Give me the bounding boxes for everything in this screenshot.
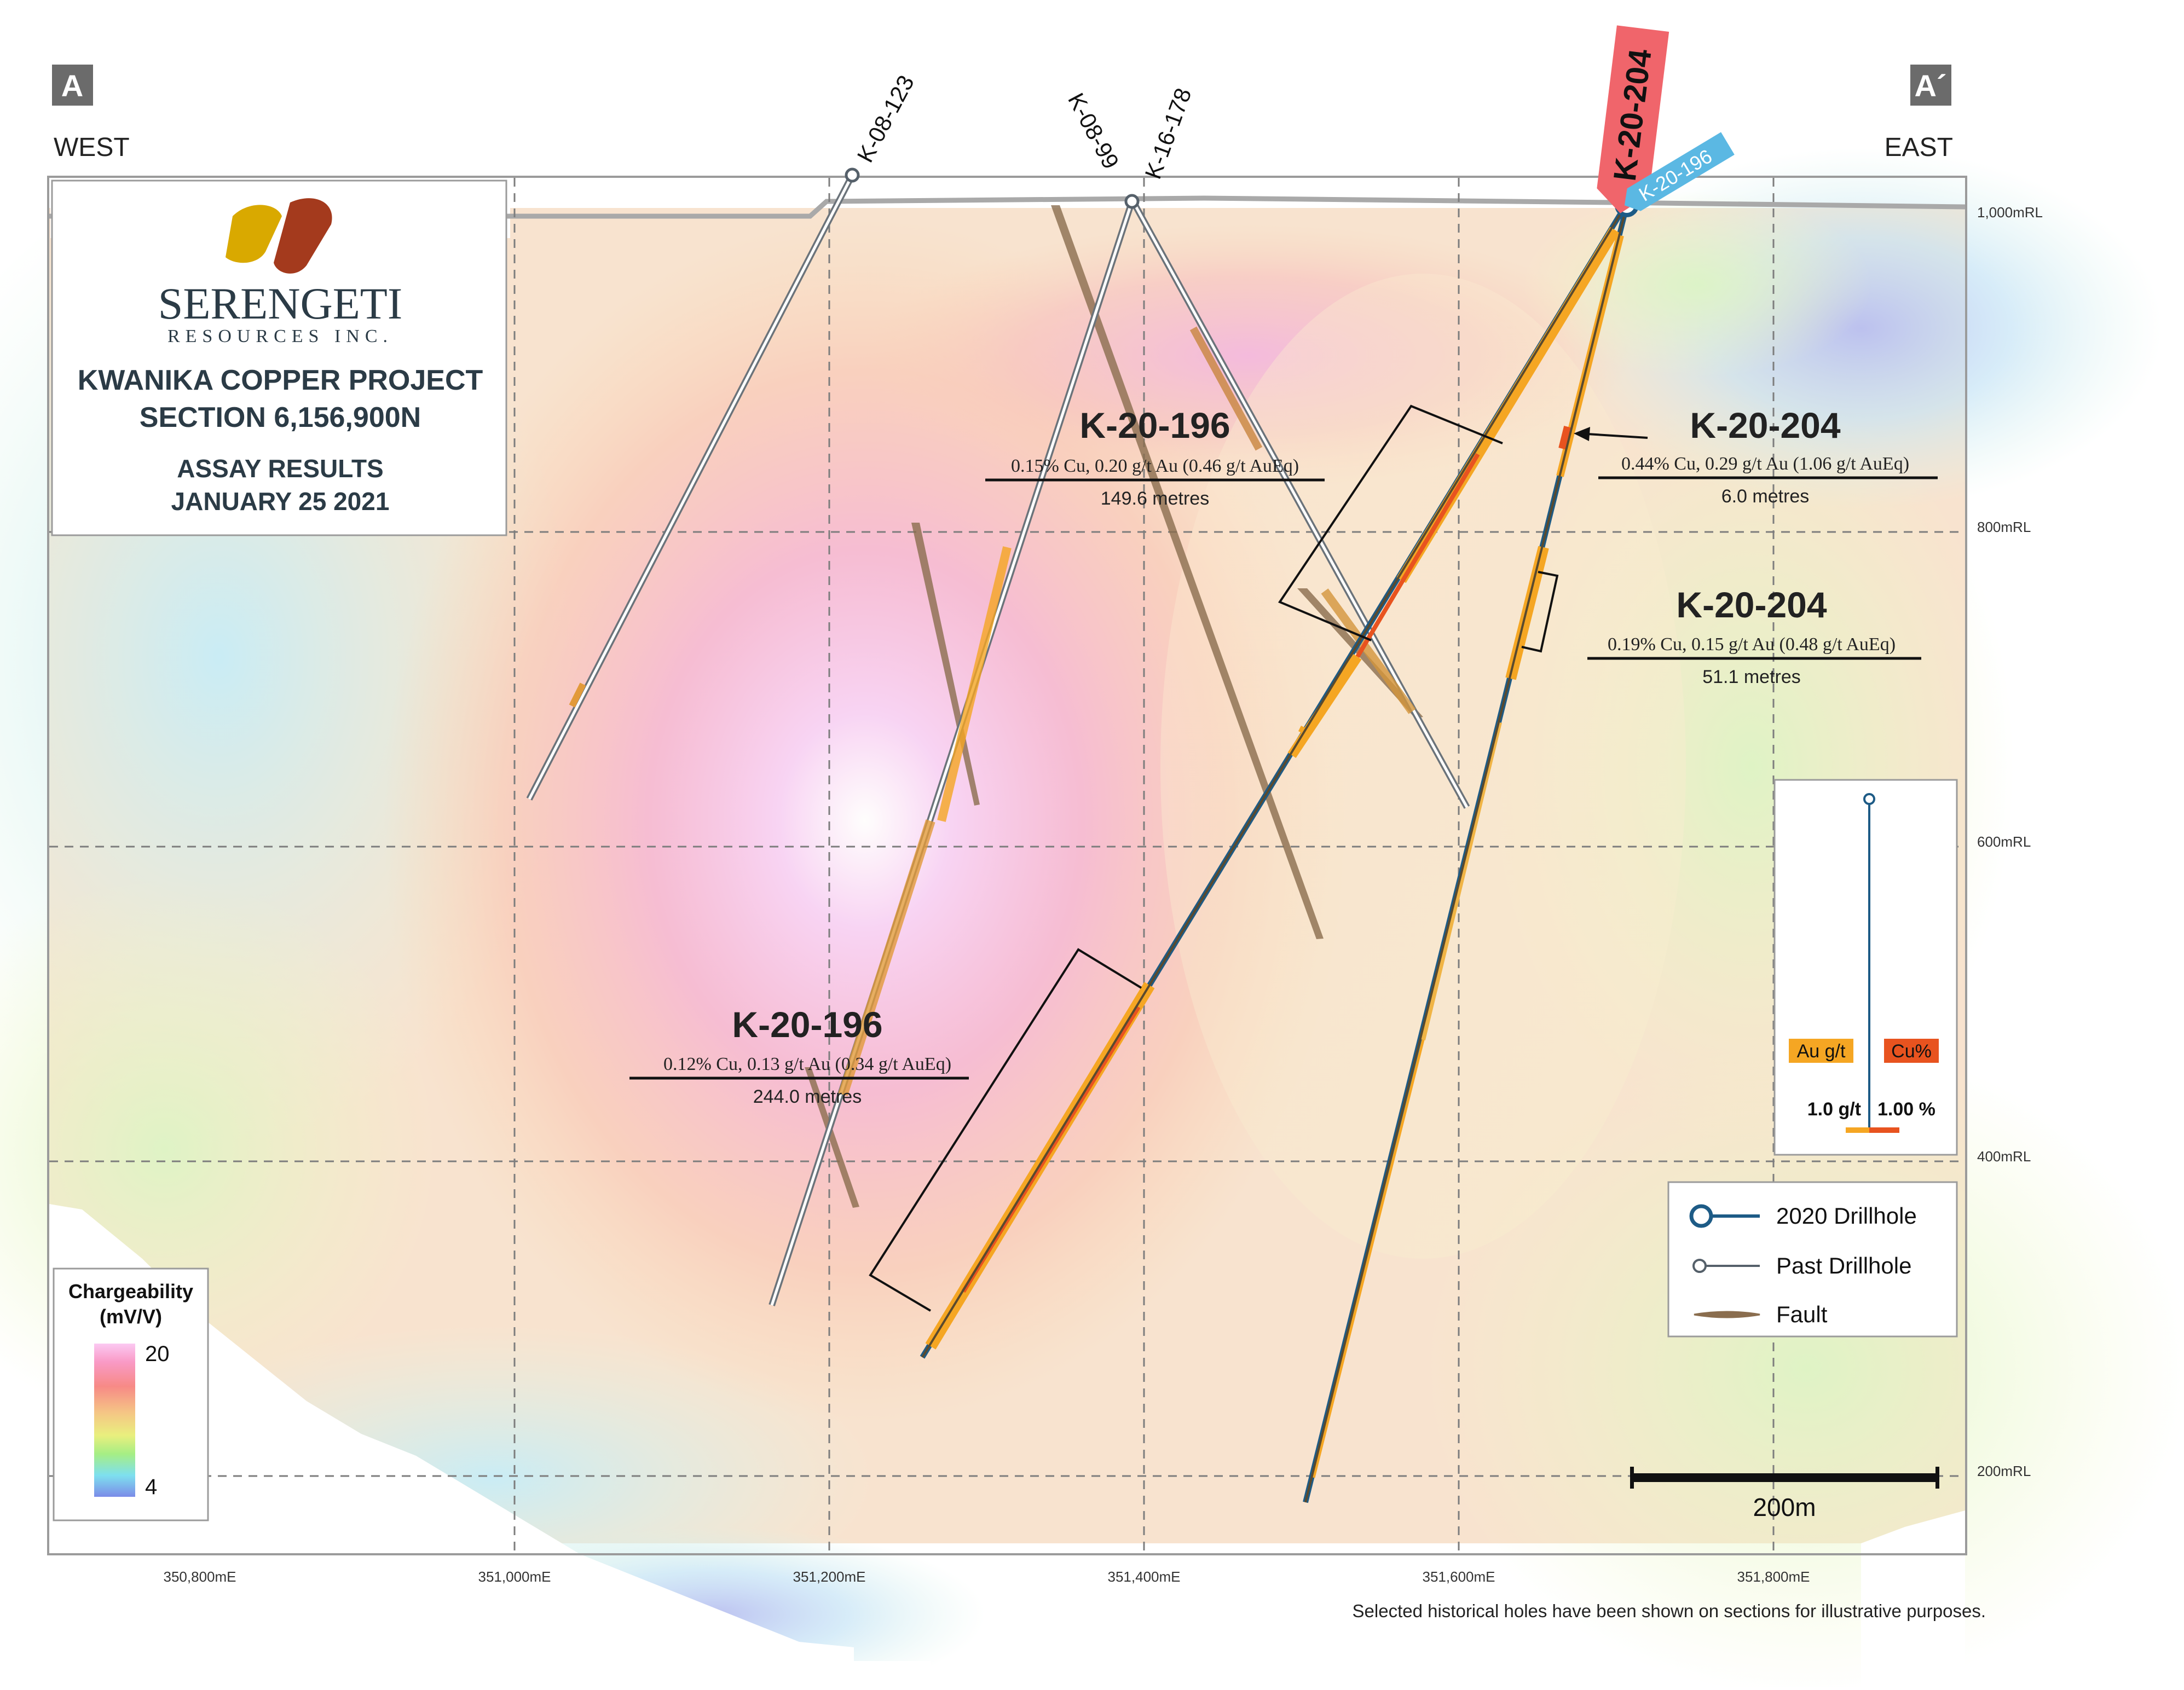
title-project: KWANIKA COPPER PROJECT	[78, 364, 483, 396]
histogram-legend: Au g/t Cu% 1.0 g/t 1.00 %	[1773, 779, 1958, 1156]
footnote: Selected historical holes have been show…	[1353, 1601, 1986, 1621]
intercept-3-hole: K-20-204	[1676, 584, 1827, 625]
title-section: SECTION 6,156,900N	[140, 402, 421, 433]
logo-name: SERENGETI	[158, 279, 402, 328]
section-marker-left: A	[52, 65, 93, 106]
intercept-2-hole: K-20-204	[1690, 405, 1840, 445]
serengeti-logo-icon	[226, 198, 332, 274]
intercept-1-hole: K-20-196	[1079, 405, 1230, 445]
topographic-surface	[49, 195, 1966, 219]
intercept-arrow	[1574, 427, 1648, 441]
intercept-4-length: 244.0 metres	[753, 1086, 862, 1107]
chargeability-title: Chargeability	[68, 1280, 193, 1303]
chargeability-colour-ramp	[94, 1344, 135, 1497]
rl-label-600: 600mRL	[1977, 834, 2031, 850]
intercept-annotation-3: K-20-204 0.19% Cu, 0.15 g/t Au (0.48 g/t…	[1587, 584, 1921, 687]
bracket-k20-196-upper	[1278, 404, 1503, 641]
collar-k08-123	[845, 167, 860, 183]
section-marker-right: A´	[1910, 65, 1951, 106]
intercept-2-grade: 0.44% Cu, 0.29 g/t Au (1.06 g/t AuEq)	[1621, 454, 1909, 474]
scale-bar: 200m	[1630, 1467, 1939, 1521]
rl-label-200: 200mRL	[1977, 1463, 2031, 1479]
intercept-4-hole: K-20-196	[732, 1004, 882, 1045]
section-marker-left-label: A	[61, 68, 83, 103]
collar-label-k08-99: K-08-99	[1063, 89, 1124, 173]
cu-swatch	[1884, 1039, 1939, 1063]
title-assay: ASSAY RESULTS	[177, 454, 383, 483]
collar-labels: K-08-123 K-08-99 K-16-178	[852, 71, 1196, 182]
intercept-2-length: 6.0 metres	[1721, 486, 1810, 507]
cu-label: Cu%	[1891, 1041, 1932, 1062]
rl-label-400: 400mRL	[1977, 1148, 2031, 1165]
map-frame	[47, 176, 1967, 1555]
chargeability-legend: Chargeability (mV/V) 20 4	[53, 1267, 209, 1521]
legend-fault-label: Fault	[1776, 1301, 1828, 1327]
title-block: SERENGETI RESOURCES INC. KWANIKA COPPER …	[51, 180, 507, 536]
legend-past-drillhole-label: Past Drillhole	[1776, 1253, 1911, 1278]
easting-label-351400: 351,400mE	[1108, 1569, 1181, 1585]
au-swatch	[1789, 1039, 1853, 1063]
intercept-4-grade: 0.12% Cu, 0.13 g/t Au (0.34 g/t AuEq)	[663, 1054, 951, 1074]
easting-labels: 350,800mE 351,000mE 351,200mE 351,400mE …	[164, 1569, 1810, 1585]
bracket-k20-204-upper	[1521, 571, 1559, 653]
intercept-3-grade: 0.19% Cu, 0.15 g/t Au (0.48 g/t AuEq)	[1608, 634, 1896, 655]
easting-label-351200: 351,200mE	[793, 1569, 866, 1585]
fault-1	[1051, 205, 1324, 939]
au-label: Au g/t	[1797, 1041, 1846, 1062]
direction-east: EAST	[1885, 133, 1953, 162]
intercept-1-length: 149.6 metres	[1101, 488, 1209, 509]
section-marker-right-label: A´	[1914, 68, 1946, 103]
chargeability-min: 4	[145, 1475, 157, 1499]
collar-k08-99-k16-178	[1124, 194, 1140, 209]
title-date: JANUARY 25 2021	[171, 487, 390, 516]
intercept-brackets	[869, 404, 1559, 1312]
scale-bar-label: 200m	[1753, 1493, 1816, 1521]
legend-2020-drillhole-label: 2020 Drillhole	[1776, 1203, 1917, 1229]
au-scale: 1.0 g/t	[1807, 1099, 1861, 1120]
bracket-k20-196-lower	[869, 948, 1142, 1312]
collar-label-k16-178: K-16-178	[1140, 85, 1196, 182]
legend-past-drillhole-icon	[1692, 1259, 1707, 1273]
tag-k20-204: K-20-204	[1597, 25, 1669, 213]
assay-histograms	[569, 326, 1416, 1096]
collar-label-k08-123: K-08-123	[852, 71, 919, 167]
intercept-annotation-2: K-20-204 0.44% Cu, 0.29 g/t Au (1.06 g/t…	[1598, 405, 1938, 507]
easting-label-351000: 351,000mE	[478, 1569, 551, 1585]
logo-subtitle: RESOURCES INC.	[167, 326, 393, 346]
intercept-1-grade: 0.15% Cu, 0.20 g/t Au (0.46 g/t AuEq)	[1011, 456, 1299, 476]
chargeability-unit: (mV/V)	[100, 1305, 162, 1328]
symbol-legend: 2020 Drillhole Past Drillhole Fault	[1667, 1181, 1958, 1338]
easting-label-350800: 350,800mE	[164, 1569, 236, 1585]
intercept-annotation-1: K-20-196 0.15% Cu, 0.20 g/t Au (0.46 g/t…	[985, 405, 1325, 509]
intercept-3-length: 51.1 metres	[1702, 667, 1801, 687]
easting-label-351800: 351,800mE	[1737, 1569, 1810, 1585]
rl-label-1000: 1,000mRL	[1977, 204, 2043, 221]
direction-west: WEST	[54, 133, 130, 162]
easting-label-351600: 351,600mE	[1423, 1569, 1495, 1585]
fault-3	[805, 1067, 859, 1208]
intercept-annotation-4: K-20-196 0.12% Cu, 0.13 g/t Au (0.34 g/t…	[629, 1004, 969, 1107]
cu-scale: 1.00 %	[1877, 1099, 1935, 1120]
chargeability-max: 20	[145, 1342, 170, 1366]
drillholes-2020	[920, 204, 1630, 1503]
rl-label-800: 800mRL	[1977, 519, 2031, 535]
elevation-labels: 1,000mRL 800mRL 600mRL 400mRL 200mRL	[1977, 204, 2043, 1479]
legend-2020-drillhole-icon	[1689, 1204, 1713, 1228]
legend-fault-icon	[1694, 1311, 1760, 1318]
